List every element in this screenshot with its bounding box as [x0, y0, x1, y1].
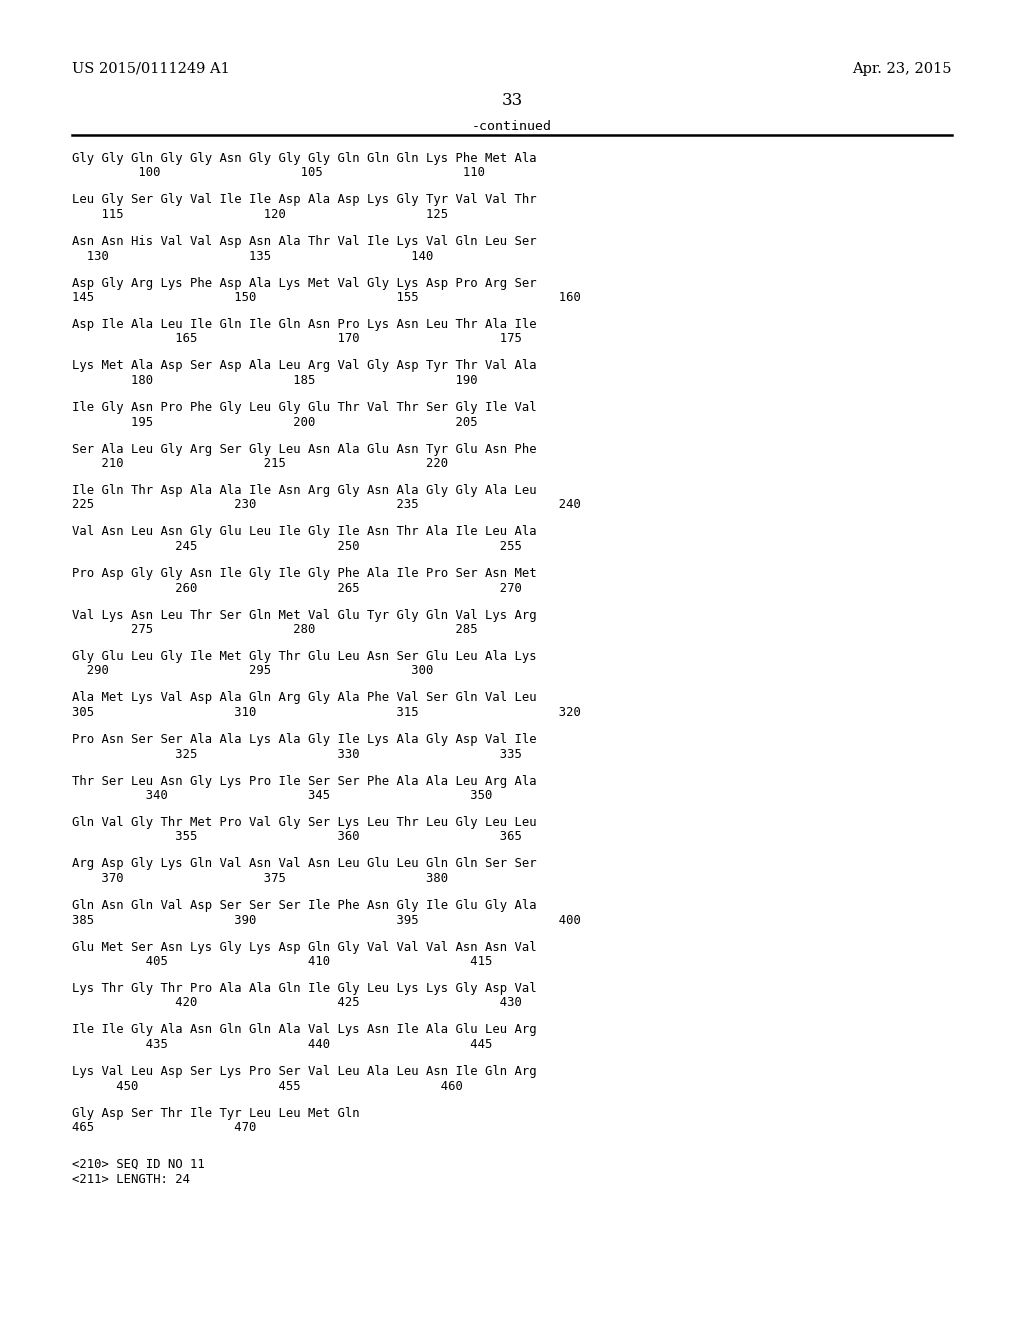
Text: 225                   230                   235                   240: 225 230 235 240	[72, 499, 581, 511]
Text: Asp Ile Ala Leu Ile Gln Ile Gln Asn Pro Lys Asn Leu Thr Ala Ile: Asp Ile Ala Leu Ile Gln Ile Gln Asn Pro …	[72, 318, 537, 331]
Text: 275                   280                   285: 275 280 285	[72, 623, 477, 636]
Text: 450                   455                   460: 450 455 460	[72, 1080, 463, 1093]
Text: Lys Met Ala Asp Ser Asp Ala Leu Arg Val Gly Asp Tyr Thr Val Ala: Lys Met Ala Asp Ser Asp Ala Leu Arg Val …	[72, 359, 537, 372]
Text: 145                   150                   155                   160: 145 150 155 160	[72, 290, 581, 304]
Text: 465                   470: 465 470	[72, 1121, 256, 1134]
Text: 260                   265                   270: 260 265 270	[72, 582, 522, 594]
Text: 435                   440                   445: 435 440 445	[72, 1038, 493, 1051]
Text: 340                   345                   350: 340 345 350	[72, 789, 493, 803]
Text: 355                   360                   365: 355 360 365	[72, 830, 522, 843]
Text: 33: 33	[502, 92, 522, 110]
Text: Leu Gly Ser Gly Val Ile Ile Asp Ala Asp Lys Gly Tyr Val Val Thr: Leu Gly Ser Gly Val Ile Ile Asp Ala Asp …	[72, 194, 537, 206]
Text: Gly Gly Gln Gly Gly Asn Gly Gly Gly Gln Gln Gln Lys Phe Met Ala: Gly Gly Gln Gly Gly Asn Gly Gly Gly Gln …	[72, 152, 537, 165]
Text: Gln Asn Gln Val Asp Ser Ser Ser Ile Phe Asn Gly Ile Glu Gly Ala: Gln Asn Gln Val Asp Ser Ser Ser Ile Phe …	[72, 899, 537, 912]
Text: Val Lys Asn Leu Thr Ser Gln Met Val Glu Tyr Gly Gln Val Lys Arg: Val Lys Asn Leu Thr Ser Gln Met Val Glu …	[72, 609, 537, 622]
Text: 100                   105                   110: 100 105 110	[72, 166, 485, 180]
Text: Ser Ala Leu Gly Arg Ser Gly Leu Asn Ala Glu Asn Tyr Glu Asn Phe: Ser Ala Leu Gly Arg Ser Gly Leu Asn Ala …	[72, 442, 537, 455]
Text: 420                   425                   430: 420 425 430	[72, 997, 522, 1010]
Text: Val Asn Leu Asn Gly Glu Leu Ile Gly Ile Asn Thr Ala Ile Leu Ala: Val Asn Leu Asn Gly Glu Leu Ile Gly Ile …	[72, 525, 537, 539]
Text: <211> LENGTH: 24: <211> LENGTH: 24	[72, 1173, 190, 1185]
Text: 370                   375                   380: 370 375 380	[72, 873, 449, 884]
Text: Ala Met Lys Val Asp Ala Gln Arg Gly Ala Phe Val Ser Gln Val Leu: Ala Met Lys Val Asp Ala Gln Arg Gly Ala …	[72, 692, 537, 705]
Text: 245                   250                   255: 245 250 255	[72, 540, 522, 553]
Text: 325                   330                   335: 325 330 335	[72, 747, 522, 760]
Text: 305                   310                   315                   320: 305 310 315 320	[72, 706, 581, 719]
Text: 165                   170                   175: 165 170 175	[72, 333, 522, 346]
Text: Asn Asn His Val Val Asp Asn Ala Thr Val Ile Lys Val Gln Leu Ser: Asn Asn His Val Val Asp Asn Ala Thr Val …	[72, 235, 537, 248]
Text: Gly Asp Ser Thr Ile Tyr Leu Leu Met Gln: Gly Asp Ser Thr Ile Tyr Leu Leu Met Gln	[72, 1106, 359, 1119]
Text: 405                   410                   415: 405 410 415	[72, 954, 493, 968]
Text: 210                   215                   220: 210 215 220	[72, 457, 449, 470]
Text: 385                   390                   395                   400: 385 390 395 400	[72, 913, 581, 927]
Text: Asp Gly Arg Lys Phe Asp Ala Lys Met Val Gly Lys Asp Pro Arg Ser: Asp Gly Arg Lys Phe Asp Ala Lys Met Val …	[72, 276, 537, 289]
Text: Thr Ser Leu Asn Gly Lys Pro Ile Ser Ser Phe Ala Ala Leu Arg Ala: Thr Ser Leu Asn Gly Lys Pro Ile Ser Ser …	[72, 775, 537, 788]
Text: Lys Val Leu Asp Ser Lys Pro Ser Val Leu Ala Leu Asn Ile Gln Arg: Lys Val Leu Asp Ser Lys Pro Ser Val Leu …	[72, 1065, 537, 1078]
Text: Pro Asn Ser Ser Ala Ala Lys Ala Gly Ile Lys Ala Gly Asp Val Ile: Pro Asn Ser Ser Ala Ala Lys Ala Gly Ile …	[72, 733, 537, 746]
Text: Ile Ile Gly Ala Asn Gln Gln Ala Val Lys Asn Ile Ala Glu Leu Arg: Ile Ile Gly Ala Asn Gln Gln Ala Val Lys …	[72, 1023, 537, 1036]
Text: Pro Asp Gly Gly Asn Ile Gly Ile Gly Phe Ala Ile Pro Ser Asn Met: Pro Asp Gly Gly Asn Ile Gly Ile Gly Phe …	[72, 568, 537, 579]
Text: 290                   295                   300: 290 295 300	[72, 664, 433, 677]
Text: Apr. 23, 2015: Apr. 23, 2015	[853, 62, 952, 77]
Text: US 2015/0111249 A1: US 2015/0111249 A1	[72, 62, 229, 77]
Text: 130                   135                   140: 130 135 140	[72, 249, 433, 263]
Text: 195                   200                   205: 195 200 205	[72, 416, 477, 429]
Text: 115                   120                   125: 115 120 125	[72, 209, 449, 220]
Text: -continued: -continued	[472, 120, 552, 133]
Text: Ile Gly Asn Pro Phe Gly Leu Gly Glu Thr Val Thr Ser Gly Ile Val: Ile Gly Asn Pro Phe Gly Leu Gly Glu Thr …	[72, 401, 537, 414]
Text: Gln Val Gly Thr Met Pro Val Gly Ser Lys Leu Thr Leu Gly Leu Leu: Gln Val Gly Thr Met Pro Val Gly Ser Lys …	[72, 816, 537, 829]
Text: Gly Glu Leu Gly Ile Met Gly Thr Glu Leu Asn Ser Glu Leu Ala Lys: Gly Glu Leu Gly Ile Met Gly Thr Glu Leu …	[72, 649, 537, 663]
Text: Ile Gln Thr Asp Ala Ala Ile Asn Arg Gly Asn Ala Gly Gly Ala Leu: Ile Gln Thr Asp Ala Ala Ile Asn Arg Gly …	[72, 484, 537, 498]
Text: Arg Asp Gly Lys Gln Val Asn Val Asn Leu Glu Leu Gln Gln Ser Ser: Arg Asp Gly Lys Gln Val Asn Val Asn Leu …	[72, 858, 537, 870]
Text: Lys Thr Gly Thr Pro Ala Ala Gln Ile Gly Leu Lys Lys Gly Asp Val: Lys Thr Gly Thr Pro Ala Ala Gln Ile Gly …	[72, 982, 537, 995]
Text: Glu Met Ser Asn Lys Gly Lys Asp Gln Gly Val Val Val Asn Asn Val: Glu Met Ser Asn Lys Gly Lys Asp Gln Gly …	[72, 940, 537, 953]
Text: <210> SEQ ID NO 11: <210> SEQ ID NO 11	[72, 1158, 205, 1171]
Text: 180                   185                   190: 180 185 190	[72, 374, 477, 387]
